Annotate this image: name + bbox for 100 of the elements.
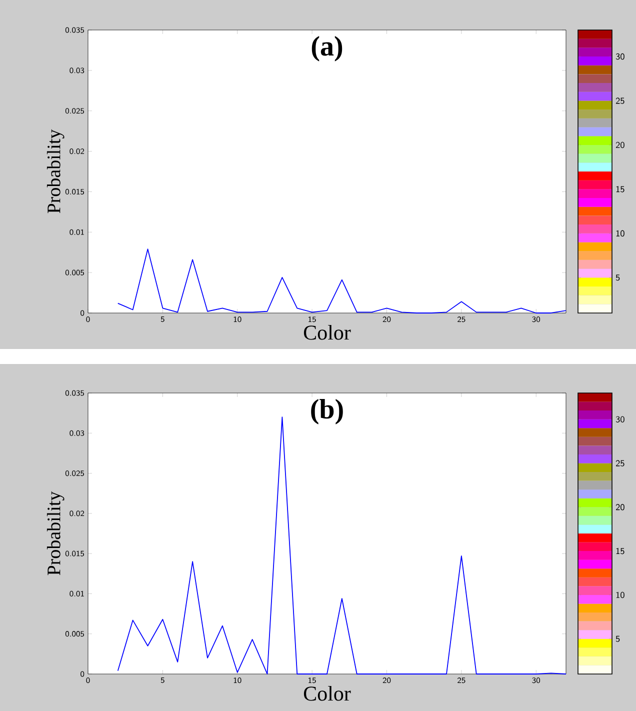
y-tick-label: 15 — [616, 186, 624, 192]
bar — [578, 402, 612, 411]
bar — [578, 100, 612, 110]
bar — [578, 472, 612, 481]
x-tick-label: 25 — [458, 316, 466, 322]
chart-title: (b) — [311, 398, 343, 424]
bar — [578, 56, 612, 66]
y-tick-label: 0.025 — [65, 108, 84, 114]
y-tick-label: 30 — [616, 53, 624, 60]
bar — [578, 65, 612, 74]
x-tick-label: 15 — [308, 316, 316, 322]
bar — [578, 568, 612, 578]
bar — [578, 480, 612, 490]
y-tick-label: 25 — [616, 98, 624, 104]
y-tick-label: 10 — [616, 592, 624, 598]
y-tick-label: 0.01 — [70, 229, 84, 235]
y-tick-label: 0.02 — [70, 510, 84, 516]
bar — [578, 118, 612, 128]
bar — [578, 630, 612, 639]
y-tick-label: 0 — [80, 671, 84, 677]
bar — [578, 171, 612, 180]
y-tick-label: 25 — [616, 460, 624, 466]
bar — [578, 127, 612, 136]
y-tick-label: 0.035 — [65, 27, 84, 33]
bar — [578, 586, 612, 595]
bar — [578, 260, 612, 269]
bar — [578, 136, 612, 145]
x-axis-title: Color — [304, 324, 351, 340]
bar — [578, 224, 612, 234]
bar — [578, 533, 612, 542]
bar — [578, 286, 612, 296]
bar — [578, 410, 612, 420]
bar — [578, 268, 612, 278]
x-tick-label: 10 — [234, 316, 242, 322]
x-tick-label: 0 — [86, 316, 90, 322]
bar — [578, 463, 612, 472]
bar — [578, 48, 612, 57]
chart-title: (a) — [312, 36, 342, 62]
bar — [578, 446, 612, 454]
x-tick-label: 25 — [458, 678, 466, 684]
bar — [578, 38, 612, 48]
bar — [578, 612, 612, 622]
y-tick-label: 0.005 — [65, 631, 84, 637]
x-axis-title: Color — [304, 686, 351, 701]
y-tick-label: 0 — [80, 310, 84, 316]
bar — [578, 233, 612, 242]
bar — [578, 604, 612, 613]
bar — [578, 428, 612, 437]
x-tick-label: 5 — [160, 678, 164, 683]
bar — [578, 154, 612, 163]
y-tick-label: 0.015 — [65, 550, 84, 556]
bar — [578, 144, 612, 154]
y-tick-label: 0.03 — [70, 68, 84, 74]
bar — [578, 278, 612, 286]
bar — [578, 638, 612, 648]
x-tick-label: 20 — [382, 316, 391, 322]
bar — [578, 242, 612, 252]
x-tick-label: 30 — [532, 316, 540, 322]
bar — [578, 577, 612, 586]
y-tick-label: 5 — [616, 636, 620, 642]
x-tick-label: 10 — [234, 678, 242, 684]
bar — [578, 83, 612, 92]
bar — [578, 516, 612, 525]
bar — [578, 198, 612, 207]
bar — [578, 419, 612, 428]
bar — [578, 206, 612, 216]
x-tick-label: 30 — [532, 678, 540, 684]
bar — [578, 74, 612, 84]
y-tick-label: 0.025 — [65, 470, 84, 476]
bar — [578, 436, 612, 446]
bar — [578, 216, 612, 225]
bar — [578, 162, 612, 172]
y-tick-label: 0.005 — [65, 270, 84, 276]
bar — [578, 251, 612, 260]
bar — [578, 656, 612, 666]
y-axis-title: Probability — [46, 491, 64, 576]
y-tick-label: 10 — [616, 230, 624, 237]
bar — [578, 524, 612, 534]
bar — [578, 648, 612, 656]
y-tick-label: 20 — [616, 504, 624, 510]
y-tick-label: 0.01 — [70, 590, 84, 597]
bar — [578, 180, 612, 190]
bar — [578, 295, 612, 304]
bar — [578, 542, 612, 552]
x-tick-label: 15 — [308, 678, 316, 684]
bar — [578, 92, 612, 101]
bar — [578, 189, 612, 198]
bar — [578, 490, 612, 498]
y-tick-label: 20 — [616, 142, 624, 148]
y-tick-label: 0.015 — [65, 188, 84, 195]
bar — [578, 621, 612, 630]
bar — [578, 498, 612, 508]
bar — [578, 507, 612, 516]
y-tick-label: 30 — [616, 416, 624, 422]
y-tick-label: 0.02 — [70, 148, 84, 154]
bar — [578, 110, 612, 118]
x-tick-label: 0 — [86, 678, 90, 684]
bar — [578, 551, 612, 560]
x-tick-label: 20 — [382, 678, 391, 684]
y-tick-label: 0.035 — [65, 390, 84, 396]
